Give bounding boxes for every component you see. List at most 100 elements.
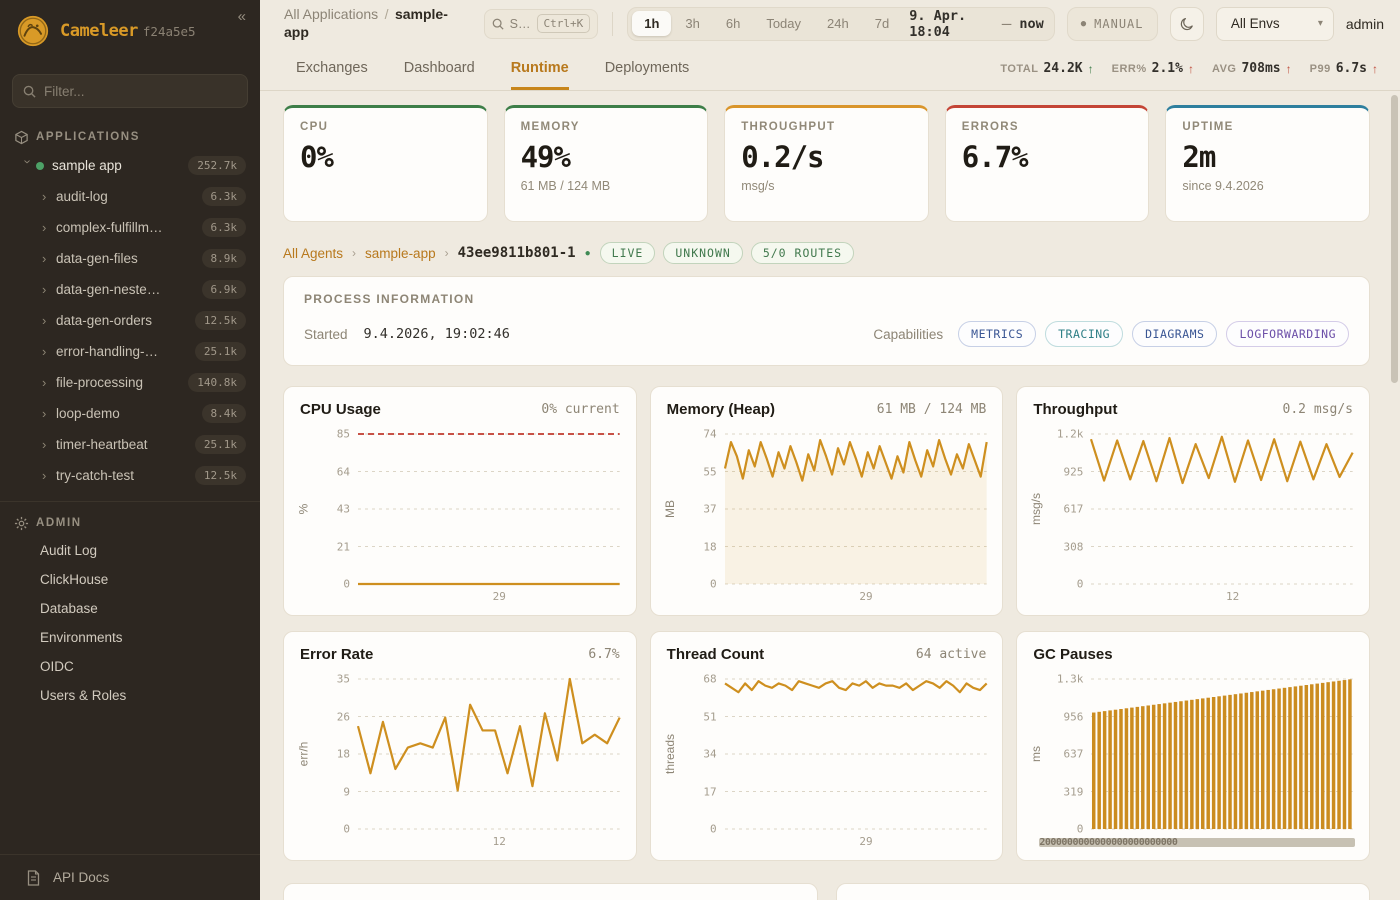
time-range-button[interactable]: Today [754,11,813,36]
tab[interactable]: Deployments [604,60,690,76]
sidebar-item-api-docs[interactable]: API Docs [0,854,260,900]
sidebar-header: Cameleer f24a5e5 « [0,0,260,62]
range-end[interactable]: now [1019,15,1044,32]
chart-plot: % 85 64 43 21 0 29 [296,428,620,603]
sidebar-item-route[interactable]: › loop-demo 8.4k [0,398,260,429]
sidebar-item-admin[interactable]: Database [40,601,98,616]
y-tick-label: 37 [703,502,717,516]
stat-label: TOTAL [1000,62,1039,75]
panel-title: PROCESS INFORMATION [304,292,475,306]
chart-title: Memory (Heap) [666,401,776,418]
time-range-button[interactable]: 3h [673,11,711,36]
global-search[interactable]: S… Ctrl+K [483,8,599,39]
x-tick-label: 29 [859,590,873,603]
chart-title: GC Pauses [1033,646,1113,663]
sidebar-item-route[interactable]: › error-handling-… 25.1k [0,336,260,367]
y-axis-label: MB [662,500,677,518]
filter-input[interactable] [44,83,237,99]
metric-subtext: 61 MB / 124 MB [520,179,611,193]
cameleer-logo-icon [16,14,50,48]
applications-label: APPLICATIONS [36,131,140,143]
chart-title: Thread Count [666,646,765,663]
charts-grid: CPU Usage 0% current % 85 64 43 21 0 29 Memory… [283,386,1370,861]
chart-header: Error Rate 6.7% [300,646,620,663]
agent-badges: LIVE UNKNOWN 5/0 ROUTES [599,242,855,264]
sidebar-item-route[interactable]: › data-gen-files 8.9k [0,243,260,274]
chart-panel: Throughput 0.2 msg/s msg/s 1.2k 925 617 308 0… [1016,386,1370,616]
all-agents-link[interactable]: All Agents [283,245,344,261]
scrollbar[interactable] [1391,95,1398,383]
stat-label: AVG [1211,62,1237,75]
dark-mode-toggle[interactable] [1169,6,1204,41]
tab[interactable]: Runtime [510,47,569,90]
chart-header: Throughput 0.2 msg/s [1033,401,1353,418]
y-axis-label: msg/s [1029,492,1044,526]
metric-label: CPU [300,121,329,133]
chart-header: Thread Count 64 active [667,646,987,663]
y-tick-label: 956 [1063,710,1084,723]
tab[interactable]: Exchanges [296,60,368,76]
capabilities-label: Capabilities [873,326,944,342]
route-name-label: loop-demo [56,406,120,421]
sidebar-item-admin[interactable]: ClickHouse [40,572,109,587]
y-tick-label: 0 [710,577,717,591]
tab[interactable]: Dashboard [403,60,475,76]
time-range-button[interactable]: 1h [632,11,672,36]
sidebar-item-route[interactable]: › data-gen-orders 12.5k [0,305,260,336]
time-range-button[interactable]: 6h [714,11,752,36]
search-icon [492,18,504,30]
sidebar-item-route[interactable]: › audit-log 6.3k [0,181,260,212]
sidebar-item-route[interactable]: › timer-heartbeat 25.1k [0,429,260,460]
sidebar-item-route[interactable]: › complex-fulfillm… 6.3k [0,212,260,243]
chevron-right-icon: › [42,282,47,297]
range-start[interactable]: 9. Apr. 18:04 [909,7,967,40]
breadcrumb-root[interactable]: All Applications [284,5,379,22]
stat-value: 2.1% [1151,61,1183,76]
divider [612,11,614,36]
y-tick-label: 64 [336,465,350,478]
sidebar-item-admin[interactable]: Users & Roles [40,688,127,703]
filter-box [12,74,248,108]
x-tick-label: 29 [859,835,873,848]
sidebar-item-admin[interactable]: Environments [40,630,123,645]
metric-card: UPTIME 2m since 9.4.2026 [1165,105,1370,222]
time-range-button[interactable]: 24h [815,11,861,36]
traffic-stat: TOTAL 24.2K ↑ [1000,61,1093,76]
sidebar-item-admin[interactable]: Audit Log [40,543,98,558]
admin-label: ADMIN [36,517,82,529]
sidebar-collapse-icon[interactable]: « [237,8,246,25]
manual-refresh-toggle[interactable]: ● MANUAL [1066,6,1158,41]
count-badge: 6.9k [201,280,246,299]
tabs: Exchanges Dashboard Runtime Deployments [296,47,689,90]
capability-badge: LOGFORWARDING [1226,321,1349,347]
chart-panel: Thread Count 64 active threads 68 51 34 17 0 2… [649,631,1004,861]
sidebar-item-route[interactable]: › try-catch-test 12.5k [0,460,260,491]
user-menu[interactable]: admin [1345,15,1384,32]
sidebar-item-route[interactable]: › data-gen-neste… 6.9k [0,274,260,305]
metric-value: 0.2/s [741,140,824,174]
y-tick-label: 35 [336,672,350,686]
search-shortcut: Ctrl+K [536,14,591,33]
sidebar: Cameleer f24a5e5 « APPLICATIONS › sample … [0,0,260,900]
trend-arrow-icon: ↑ [1285,61,1292,76]
sidebar-item-route[interactable]: › file-processing 140.8k [0,367,260,398]
api-docs-label: API Docs [53,870,110,885]
y-tick-label: 21 [336,540,350,553]
sidebar-item-sample-app[interactable]: › sample app 252.7k [0,150,260,181]
time-range-button[interactable]: 7d [863,11,901,36]
trend-arrow-icon: ↑ [1187,61,1194,76]
chart-header: Memory (Heap) 61 MB / 124 MB [667,401,987,418]
chevron-right-icon: › [42,189,47,204]
y-tick-label: 9 [343,785,350,798]
manual-dot-icon: ● [1080,18,1088,29]
admin-menu: Audit Log ClickHouse Database Environmen… [0,536,260,710]
metric-label: THROUGHPUT [741,121,836,133]
started-value: 9.4.2026, 19:02:46 [363,326,510,342]
sidebar-item-admin[interactable]: OIDC [40,659,74,674]
traffic-stat: AVG 708ms ↑ [1212,61,1292,76]
agent-app-link[interactable]: sample-app [365,245,436,261]
chart-panel: Error Rate 6.7% err/h 35 26 18 9 0 12 [283,631,637,861]
environment-select[interactable]: All Envs ▾ [1215,6,1334,41]
chevron-right-icon: › [42,375,47,390]
